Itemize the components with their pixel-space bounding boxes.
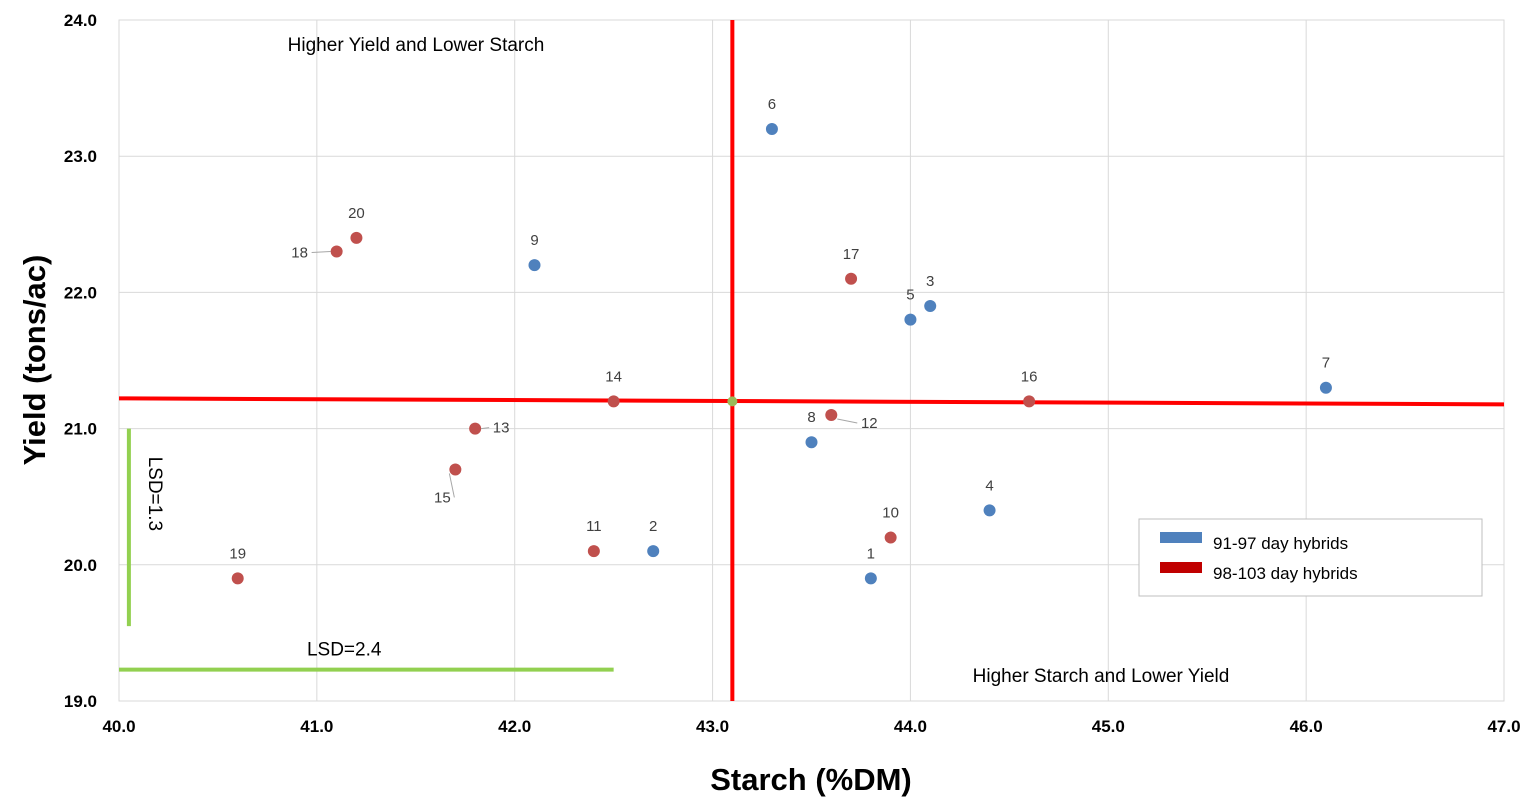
data-label: 10 — [882, 505, 899, 522]
data-point — [983, 504, 996, 517]
x-axis-title: Starch (%DM) — [710, 762, 912, 797]
reference-lines — [118, 20, 1505, 701]
data-label: 8 — [807, 409, 815, 426]
data-point — [587, 545, 600, 558]
data-label: 1 — [867, 545, 875, 562]
legend-label-series-2: 98-103 day hybrids — [1213, 564, 1358, 583]
data-point — [924, 300, 937, 313]
y-axis-ticks: 19.0 20.0 21.0 22.0 23.0 24.0 — [64, 11, 97, 711]
legend-box — [1138, 518, 1483, 597]
data-point — [904, 313, 917, 326]
gridlines — [118, 19, 1505, 702]
data-point — [231, 572, 244, 585]
data-points — [231, 122, 1332, 585]
data-label: 12 — [861, 415, 878, 432]
x-tick-label: 47.0 — [1487, 717, 1520, 736]
data-label: 13 — [493, 420, 510, 437]
x-tick-label: 42.0 — [498, 717, 531, 736]
data-label: 2 — [649, 518, 657, 535]
data-point — [647, 545, 660, 558]
y-tick-label: 20.0 — [64, 556, 97, 575]
data-label: 19 — [229, 545, 246, 562]
y-tick-label: 24.0 — [64, 11, 97, 30]
lsd-vertical-label: LSD=1.3 — [144, 457, 165, 531]
data-point — [884, 531, 897, 544]
x-tick-label: 43.0 — [696, 717, 729, 736]
data-label: 16 — [1021, 368, 1038, 385]
x-tick-label: 46.0 — [1290, 717, 1323, 736]
y-tick-label: 21.0 — [64, 420, 97, 439]
mean-point — [727, 396, 738, 407]
data-label: 11 — [586, 518, 602, 535]
data-label: 4 — [985, 477, 993, 494]
data-point — [1319, 381, 1332, 394]
y-tick-label: 23.0 — [64, 147, 97, 166]
data-point — [864, 572, 877, 585]
legend: 91-97 day hybrids 98-103 day hybrids — [1138, 518, 1483, 597]
data-label: 14 — [605, 368, 622, 385]
y-tick-label: 22.0 — [64, 283, 97, 302]
y-tick-label: 19.0 — [64, 692, 97, 711]
annotation-top-left: Higher Yield and Lower Starch — [288, 35, 545, 56]
data-label: 9 — [530, 232, 538, 249]
horizontal-reference-line — [118, 396, 1505, 407]
leader-line — [311, 251, 331, 254]
data-label: 3 — [926, 273, 934, 290]
data-point — [805, 436, 818, 449]
data-point — [765, 122, 778, 135]
data-point — [607, 395, 620, 408]
legend-swatch-series-1 — [1160, 532, 1202, 543]
data-point — [449, 463, 462, 476]
lsd-horizontal-label: LSD=2.4 — [307, 640, 382, 661]
data-point — [469, 422, 482, 435]
leader-line — [481, 427, 490, 430]
data-label: 18 — [291, 245, 308, 262]
legend-swatch-series-2 — [1160, 562, 1202, 573]
data-point — [350, 231, 363, 244]
plot-area-border — [118, 19, 1505, 702]
leader-lines — [311, 251, 858, 498]
x-tick-label: 41.0 — [300, 717, 333, 736]
leader-line — [837, 418, 858, 424]
data-label: 6 — [768, 96, 776, 113]
data-point — [1023, 395, 1036, 408]
data-label: 5 — [906, 287, 914, 304]
x-tick-label: 44.0 — [894, 717, 927, 736]
x-tick-label: 45.0 — [1092, 717, 1125, 736]
data-point — [825, 408, 838, 421]
leader-line — [448, 473, 455, 498]
data-point — [528, 259, 541, 272]
data-point — [330, 245, 343, 258]
data-label: 15 — [434, 489, 451, 506]
lsd-bars — [119, 428, 614, 672]
y-axis-title: Yield (tons/ac) — [17, 255, 52, 466]
x-axis-ticks: 40.0 41.0 42.0 43.0 44.0 45.0 46.0 47.0 — [102, 717, 1520, 736]
x-tick-label: 40.0 — [102, 717, 135, 736]
data-point — [845, 272, 858, 285]
legend-label-series-1: 91-97 day hybrids — [1213, 534, 1348, 553]
data-label: 7 — [1322, 355, 1330, 372]
data-label: 17 — [843, 246, 860, 263]
annotation-bottom-right: Higher Starch and Lower Yield — [973, 666, 1230, 687]
data-label: 20 — [348, 205, 365, 222]
